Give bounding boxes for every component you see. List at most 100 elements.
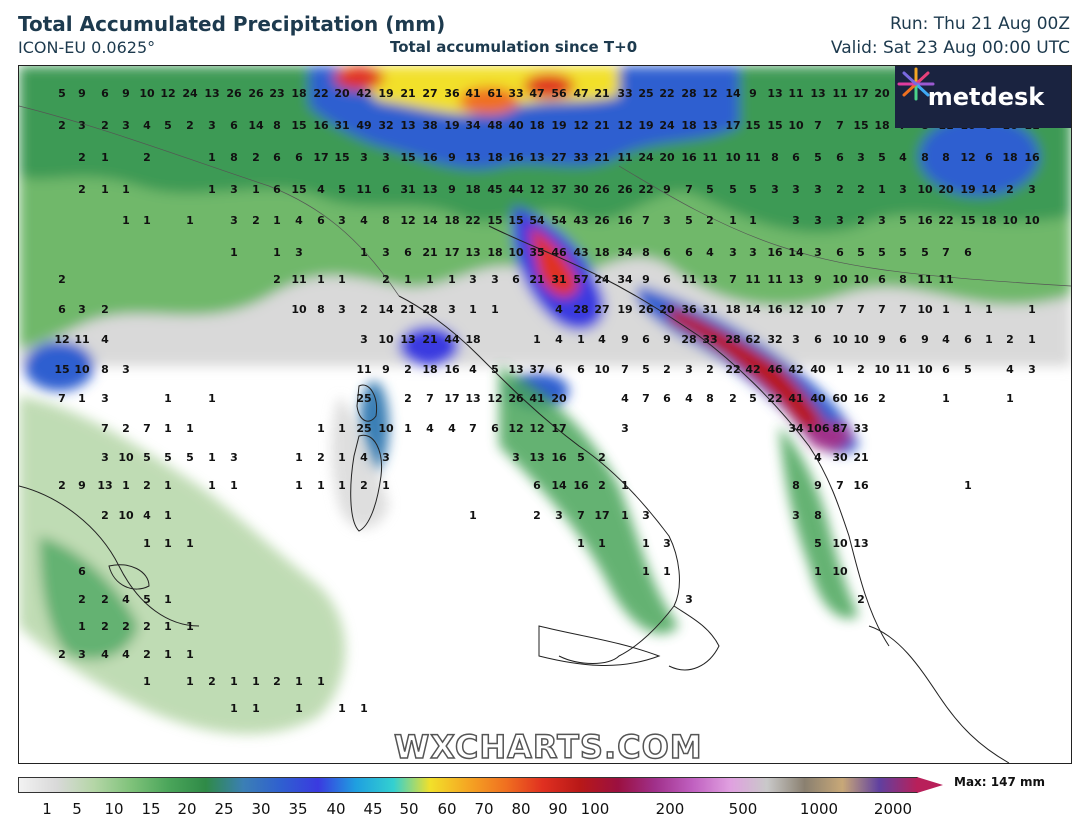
precip-value-label: 5 xyxy=(749,183,757,196)
precip-value-label: 1 xyxy=(729,214,737,227)
precip-value-label: 24 xyxy=(659,119,675,132)
precip-value-label: 24 xyxy=(594,273,610,286)
precip-value-label: 3 xyxy=(663,537,671,550)
precip-value-label: 19 xyxy=(378,87,393,100)
precip-value-label: 2 xyxy=(273,273,281,286)
precip-value-label: 54 xyxy=(551,214,567,227)
precip-value-label: 5 xyxy=(577,451,585,464)
precip-value-label: 26 xyxy=(617,183,633,196)
precip-value-label: 3 xyxy=(878,214,886,227)
precip-value-label: 1 xyxy=(164,648,172,661)
precip-value-label: 3 xyxy=(382,151,390,164)
precip-value-label: 24 xyxy=(182,87,198,100)
precip-value-label: 9 xyxy=(878,333,886,346)
precip-value-label: 11 xyxy=(767,273,782,286)
precip-value-label: 22 xyxy=(725,363,740,376)
precip-value-label: 12 xyxy=(529,422,544,435)
precip-value-label: 4 xyxy=(317,183,325,196)
precip-value-label: 45 xyxy=(487,183,502,196)
precip-value-label: 2 xyxy=(252,214,260,227)
precip-value-label: 17 xyxy=(551,422,566,435)
precip-value-label: 9 xyxy=(814,479,822,492)
precip-value-label: 4 xyxy=(122,648,130,661)
precip-value-label: 2 xyxy=(857,183,865,196)
precip-value-label: 1 xyxy=(230,246,238,259)
precip-value-label: 20 xyxy=(938,183,954,196)
precip-value-label: 8 xyxy=(771,151,779,164)
precip-value-label: 4 xyxy=(143,509,151,522)
precip-value-label: 2 xyxy=(143,479,151,492)
precip-value-label: 12 xyxy=(960,151,975,164)
precip-value-label: 1 xyxy=(749,214,757,227)
precip-value-label: 2 xyxy=(857,214,865,227)
precip-value-label: 3 xyxy=(899,183,907,196)
precip-value-label: 1 xyxy=(143,537,151,550)
precip-value-label: 17 xyxy=(594,509,609,522)
precip-value-label: 1 xyxy=(78,620,86,633)
precip-value-label: 16 xyxy=(573,479,589,492)
precip-value-label: 42 xyxy=(745,363,760,376)
precip-value-label: 3 xyxy=(685,593,693,606)
precip-value-label: 7 xyxy=(836,479,844,492)
precip-value-label: 10 xyxy=(508,246,524,259)
valid-time: Valid: Sat 23 Aug 00:00 UTC xyxy=(830,38,1070,58)
precip-value-label: 8 xyxy=(317,303,325,316)
colorbar-tick-label: 30 xyxy=(251,800,271,818)
precip-value-label: 8 xyxy=(382,214,390,227)
precip-value-label: 3 xyxy=(338,303,346,316)
precip-value-label: 6 xyxy=(404,246,412,259)
precip-value-label: 10 xyxy=(853,273,869,286)
precip-value-label: 21 xyxy=(529,273,544,286)
precip-value-label: 61 xyxy=(487,87,502,100)
precip-value-label: 14 xyxy=(725,87,741,100)
precip-value-label: 10 xyxy=(74,363,90,376)
precip-value-label: 11 xyxy=(917,273,932,286)
colorbar-tick-label: 2000 xyxy=(873,800,913,818)
colorbar-tick-label: 90 xyxy=(548,800,568,818)
precip-value-label: 4 xyxy=(101,333,109,346)
precip-value-label: 1 xyxy=(122,479,130,492)
precip-value-label: 9 xyxy=(921,333,929,346)
precip-value-label: 1 xyxy=(1028,303,1036,316)
precip-value-label: 31 xyxy=(551,273,566,286)
precip-value-label: 1 xyxy=(404,273,412,286)
precip-value-label: 2 xyxy=(533,509,541,522)
precip-value-label: 4 xyxy=(942,333,950,346)
precip-value-label: 10 xyxy=(594,363,610,376)
precip-value-label: 12 xyxy=(529,183,544,196)
precip-value-label: 2 xyxy=(143,620,151,633)
brand-name: metdesk xyxy=(927,83,1045,111)
precip-value-label: 7 xyxy=(101,422,109,435)
precip-value-label: 3 xyxy=(295,246,303,259)
precip-value-label: 12 xyxy=(573,119,588,132)
precip-value-label: 26 xyxy=(248,87,264,100)
precip-value-label: 3 xyxy=(122,119,130,132)
precip-value-label: 44 xyxy=(508,183,524,196)
precip-value-label: 3 xyxy=(448,303,456,316)
precip-value-label: 9 xyxy=(78,479,86,492)
precip-value-label: 21 xyxy=(400,303,415,316)
precip-value-label: 8 xyxy=(101,363,109,376)
precip-value-label: 36 xyxy=(444,87,460,100)
precip-value-label: 1 xyxy=(101,151,109,164)
precip-value-label: 5 xyxy=(749,392,757,405)
precip-value-label: 3 xyxy=(729,246,737,259)
precip-value-label: 3 xyxy=(230,183,238,196)
precip-value-label: 4 xyxy=(899,151,907,164)
precip-value-label: 20 xyxy=(659,151,675,164)
precip-value-label: 4 xyxy=(621,392,629,405)
precip-value-label: 18 xyxy=(465,333,480,346)
precip-value-label: 1 xyxy=(338,451,346,464)
precip-value-label: 43 xyxy=(573,246,588,259)
precip-value-label: 3 xyxy=(230,451,238,464)
precip-value-label: 21 xyxy=(594,151,609,164)
precip-value-label: 4 xyxy=(426,422,434,435)
colorbar-tick-label: 5 xyxy=(72,800,82,818)
precip-value-label: 3 xyxy=(836,214,844,227)
precip-value-label: 4 xyxy=(360,451,368,464)
precip-value-label: 1 xyxy=(814,565,822,578)
precip-value-label: 3 xyxy=(749,246,757,259)
precip-value-label: 42 xyxy=(356,87,371,100)
precip-value-label: 8 xyxy=(642,246,650,259)
precip-value-label: 1 xyxy=(317,479,325,492)
